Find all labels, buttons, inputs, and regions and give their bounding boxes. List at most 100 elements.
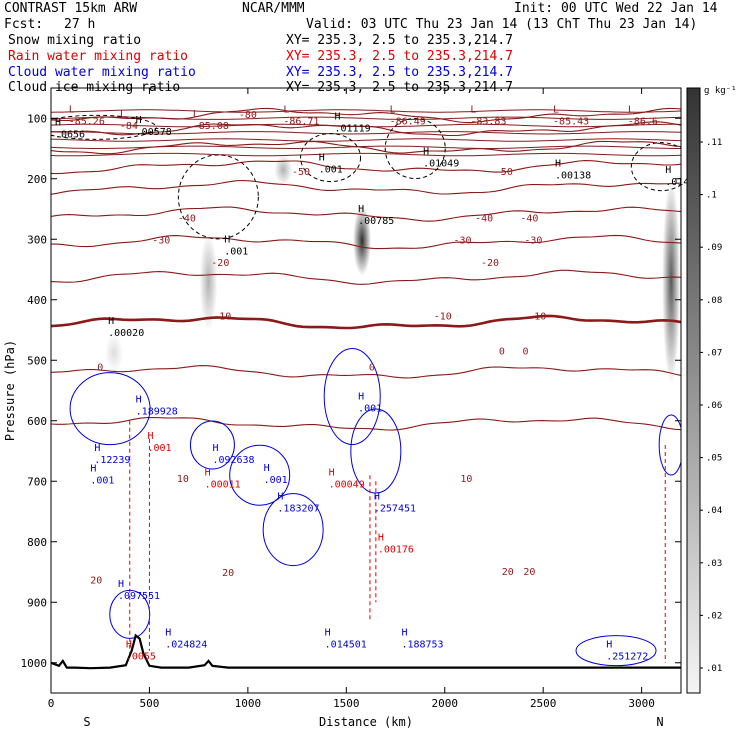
max-value-label-9: .00578 [136,127,172,138]
max-marker-2: L [193,109,199,120]
y-axis-label: Pressure (hPa) [3,340,17,441]
x-tick-label-6: 3000 [628,697,655,710]
temperature-label-7: -30 [453,235,471,246]
max-marker-8: H [55,118,61,129]
cloud-ice-shade-2 [199,233,218,330]
field-label-cloud-water: Cloud water mixing ratio [8,65,196,80]
max-marker-27: H [374,491,380,502]
y-tick-label-4: 500 [27,354,47,367]
field-xy-cloud-water: XY= 235.3, 2.5 to 235.3,214.7 [286,65,513,80]
colorbar-tick-label-2: .09 [706,243,722,253]
model-title: CONTRAST 15km ARW [4,1,138,16]
colorbar-unit: g kg⁻¹ [704,86,737,96]
cloud-ice-contour-3 [51,114,157,140]
max-value-label-19: .12239 [94,455,130,466]
y-tick-label-5: 600 [27,415,47,428]
temperature-label-14: 0 [499,347,505,358]
max-marker-20: H [90,464,96,475]
max-value-label-26: .00049 [329,479,365,490]
x-tick-label-1: 500 [140,697,160,710]
temperature-label-17: 0 [369,362,375,373]
max-value-label-6: -85.43 [553,116,589,127]
x-tick-label-5: 2500 [530,697,557,710]
max-marker-5: L [470,104,476,115]
max-value-label-33: .014501 [325,640,367,651]
cloud-water-contour-7 [575,635,657,667]
max-marker-6: L [553,104,559,115]
plot-frame [50,87,682,694]
temperature-label-15: 0 [522,347,528,358]
colorbar-tick-label-7: .04 [706,506,722,516]
max-marker-24: H [264,463,270,474]
colorbar-tick-label-1: .1 [706,191,717,201]
colorbar [686,87,701,694]
fcst-value: 27 h [64,17,96,32]
max-value-label-2: -85.08 [193,121,229,132]
max-marker-31: H [165,628,171,639]
temperature-label-12: -10 [434,311,452,322]
field-label-rain: Rain water mixing ratio [8,49,189,64]
max-value-label-29: .00176 [378,545,414,556]
y-tick-label-8: 900 [27,596,47,609]
colorbar-tick-label-5: .06 [706,401,722,411]
temperature-contour-10 [51,416,681,431]
upper-contour-2 [51,123,681,128]
x-tick-label-2: 1000 [235,697,262,710]
temperature-label-1: -50 [292,167,310,178]
upper-contour-5 [51,145,681,149]
y-tick-label-7: 800 [27,536,47,549]
cloud-water-contour-5 [350,408,402,494]
x-tick-label-4: 2000 [432,697,459,710]
temperature-label-6: -30 [152,235,170,246]
temperature-label-2: -50 [495,167,513,178]
temperature-label-10: -20 [481,258,499,269]
temperature-label-8: -30 [524,235,542,246]
cloud-water-contour-2 [229,444,291,506]
temperature-label-4: -40 [475,213,493,224]
max-marker-7: L [628,104,634,115]
temperature-label-5: -40 [520,213,538,224]
colorbar-tick-label-0: .11 [706,138,722,148]
max-value-label-22: .092638 [212,455,254,466]
colorbar-tick-label-6: .05 [706,454,722,464]
max-marker-19: H [94,443,100,454]
y-tick-label-1: 200 [27,173,47,186]
max-marker-9: H [136,115,142,126]
temperature-label-13: -10 [528,311,546,322]
cloud-ice-shade-0 [274,154,293,185]
cloud-ice-contour-4 [630,142,681,192]
cloud-ice-contour-2 [384,118,446,179]
temperature-label-21: 20 [90,575,102,586]
temperature-contour-5 [51,206,681,222]
max-value-label-21: .001 [147,443,171,454]
cloud-ice-shade-4 [662,178,681,385]
temperature-label-19: 10 [460,474,472,485]
max-marker-34: H [401,628,407,639]
temperature-label-18: 10 [177,474,189,485]
cloud-ice-contour-1 [300,133,362,183]
max-value-label-11: .01049 [423,159,459,170]
max-marker-16: H [224,234,230,245]
max-value-label-18: .189928 [136,407,178,418]
north-label: N [656,715,663,729]
colorbar-tick-label-3: .08 [706,296,722,306]
y-tick-label-6: 700 [27,475,47,488]
temperature-contour-8 [51,314,681,330]
max-value-label-15: .00785 [358,216,394,227]
max-marker-35: H [606,640,612,651]
upper-contour-0 [51,109,681,113]
max-value-label-10: .01119 [335,124,371,135]
max-value-label-20: .001 [90,476,114,487]
colorbar-tick-label-10: .01 [706,664,722,674]
upper-contour-6 [51,152,681,157]
y-tick-label-0: 100 [27,112,47,125]
max-marker-26: H [329,467,335,478]
max-value-label-17: .00020 [108,328,144,339]
temperature-label-11: -10 [213,311,231,322]
max-marker-21: H [147,431,153,442]
x-axis-label: Distance (km) [319,715,413,729]
x-tick-label-0: 0 [48,697,55,710]
temperature-label-23: 20 [523,567,535,578]
